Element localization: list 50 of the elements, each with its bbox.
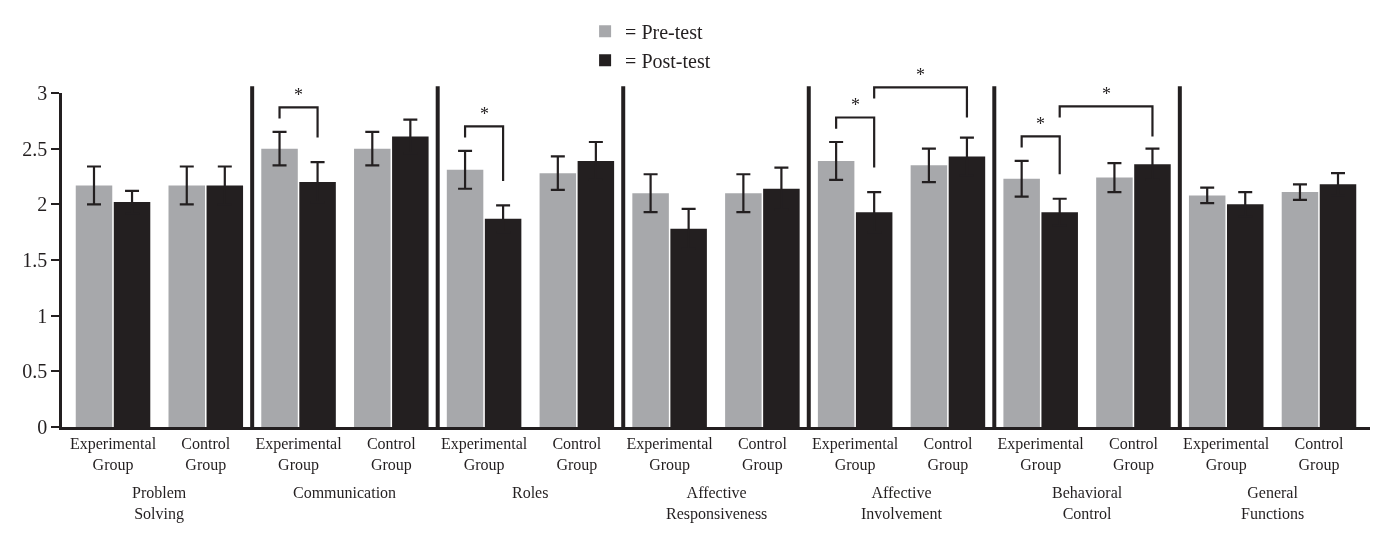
- annotation: *: [480, 104, 489, 124]
- text: Roles: [512, 484, 549, 501]
- text: Affective Involvement: [861, 484, 943, 522]
- bar: [1096, 177, 1133, 427]
- bar: [817, 160, 855, 427]
- bar: [725, 193, 762, 427]
- x-tick-label: Control Group: [181, 434, 231, 474]
- text: Affective Responsiveness: [666, 484, 768, 523]
- legend-label: = Pre-test: [625, 20, 703, 43]
- annotation: *: [1102, 84, 1111, 104]
- x-tick-label: Control Group: [1294, 434, 1344, 474]
- y-tick-label: 2.5: [22, 137, 48, 160]
- y-tick-label: 1.5: [22, 249, 48, 271]
- bar: [910, 165, 948, 427]
- x-tick-label: Experimental Group: [812, 434, 899, 474]
- bar: [632, 193, 669, 427]
- x-tick-label: Experimental Group: [441, 434, 528, 474]
- x-tick-label: Experimental Group: [69, 434, 157, 474]
- y-tick-label: 0: [37, 416, 48, 438]
- annotation: *: [294, 85, 303, 105]
- x-tick-label: Experimental Group: [626, 434, 714, 474]
- x-tick-label: Control Group: [366, 434, 417, 474]
- bar: [354, 148, 391, 427]
- x-tick-label: Control Group: [923, 434, 973, 474]
- text: Communication: [293, 484, 397, 501]
- x-tick-label: Control Group: [737, 434, 788, 474]
- y-tick-label: 3: [37, 82, 48, 104]
- bar: [75, 185, 113, 427]
- x-tick-label: Experimental Group: [1183, 434, 1270, 474]
- x-tick-label: Control Group: [552, 434, 602, 474]
- y-tick-label: 1: [37, 304, 48, 327]
- text: General Functions: [1241, 484, 1305, 522]
- x-tick-label: Control Group: [1109, 434, 1159, 474]
- bar: [539, 173, 577, 427]
- y-tick-label: 2: [37, 193, 48, 216]
- bar: [168, 185, 206, 427]
- annotation: *: [1036, 114, 1045, 134]
- legend-label: = Post-test: [625, 49, 711, 72]
- text: Behavioral Control: [1052, 484, 1123, 522]
- annotation: *: [851, 95, 860, 115]
- text: *: [916, 65, 925, 85]
- bar: [1003, 178, 1040, 427]
- text: Problem Solving: [132, 484, 187, 523]
- x-tick-label: Experimental Group: [997, 434, 1085, 474]
- bar: [446, 169, 484, 427]
- y-tick-label: 0.5: [22, 360, 48, 383]
- x-tick-label: Experimental Group: [255, 434, 343, 474]
- bar: [1281, 192, 1319, 427]
- bar: [261, 148, 298, 427]
- bar: [1188, 195, 1226, 427]
